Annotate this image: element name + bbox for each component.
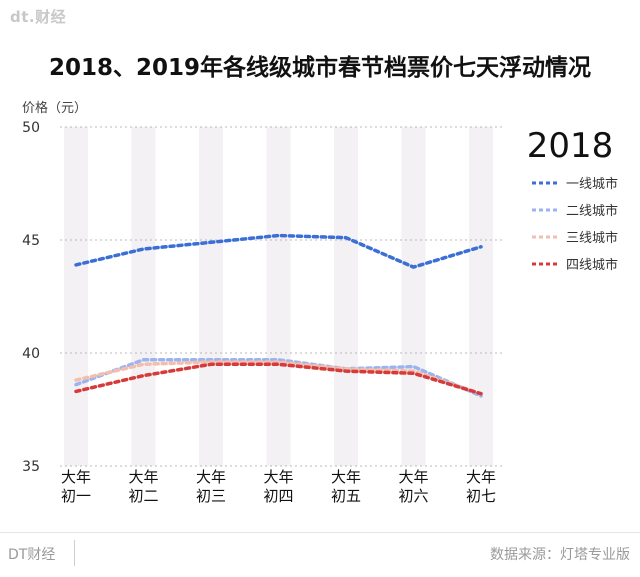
footer-brand: DT财经 [8,547,56,563]
column-band [469,127,493,466]
legend-label: 一线城市 [566,176,618,192]
grid-lines [60,126,505,467]
column-band [199,127,223,466]
x-tick-label: 大年初四 [263,468,293,505]
y-tick-label: 35 [22,459,40,475]
series-line-2 [74,358,483,398]
footer-rule [0,532,640,533]
series-line-4 [74,362,483,396]
y-tick-label: 50 [22,120,40,136]
footer-divider [74,540,75,566]
x-tick-label: 大年初六 [398,468,428,505]
series-line-1 [74,233,483,269]
y-tick-labels: 35 40 45 50 [22,120,40,475]
x-tick-label: 大年初二 [128,468,158,505]
x-tick-labels: 大年初一 大年初二 大年初三 大年初四 大年初五 大年初六 大年初七 [61,468,496,505]
y-axis-label: 价格（元） [22,100,87,116]
column-band [64,127,88,466]
legend-label: 四线城市 [566,257,618,273]
y-tick-label: 45 [22,233,40,249]
legend-label: 二线城市 [566,203,618,219]
column-band [334,127,358,466]
column-band [401,127,426,466]
column-band [131,127,156,466]
legend-label: 三线城市 [566,230,618,246]
x-tick-label: 大年初五 [331,468,361,505]
series-line-3 [74,360,483,396]
chart-title: 2018、2019年各线级城市春节档票价七天浮动情况 [48,55,592,81]
x-tick-label: 大年初三 [196,468,226,505]
year-label: 2018 [527,126,614,166]
x-tick-label: 大年初一 [61,468,91,505]
brand-watermark: dt.财经 [10,8,67,26]
column-band [266,127,291,466]
column-bands [64,127,493,466]
footer-source: 数据来源：灯塔专业版 [490,547,630,563]
x-tick-label: 大年初七 [466,468,496,505]
series-lines [74,233,483,398]
y-tick-label: 40 [22,346,40,362]
